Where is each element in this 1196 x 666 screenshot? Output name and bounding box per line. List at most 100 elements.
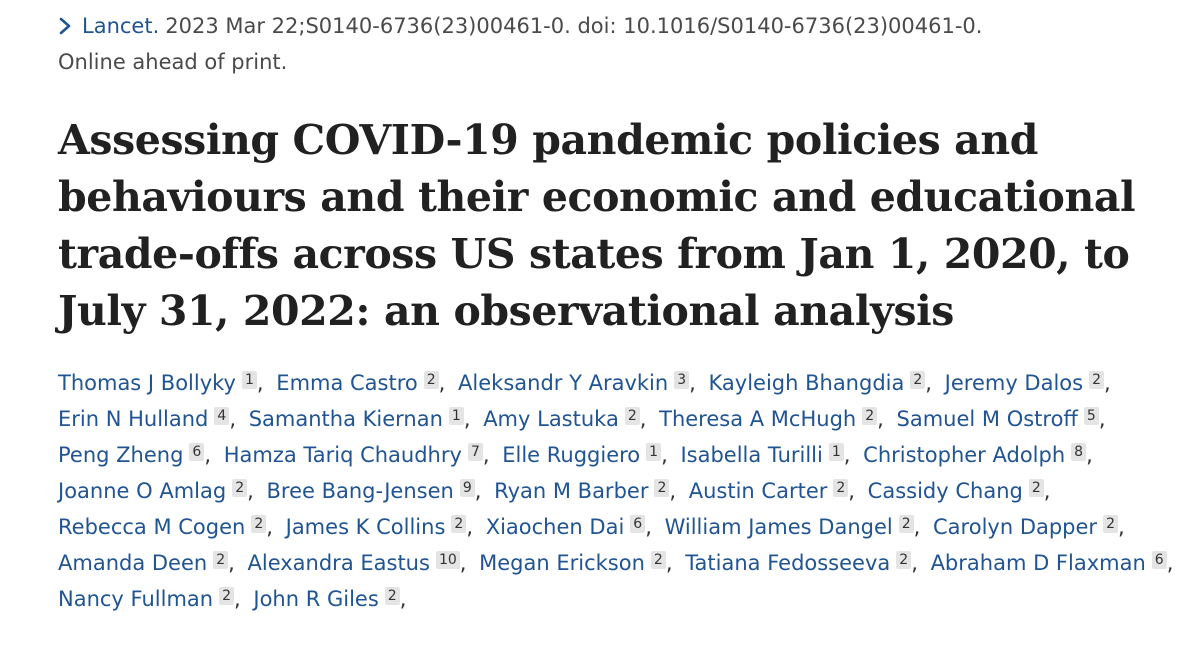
affiliation-badge[interactable]: 6 (630, 515, 646, 533)
affiliation-badge[interactable]: 1 (242, 371, 257, 389)
author-name-link[interactable]: John R Giles (253, 587, 379, 611)
author-item: Ryan M Barber 2, (494, 479, 682, 503)
affiliation-badge[interactable]: 2 (232, 479, 248, 497)
author-item: Carolyn Dapper 2, (933, 515, 1131, 539)
affiliation-badge[interactable]: 3 (674, 371, 690, 389)
affiliation-badge[interactable]: 2 (1103, 515, 1118, 533)
author-separator: , (1043, 479, 1051, 503)
author-name-link[interactable]: Amanda Deen (58, 551, 208, 575)
author-name-link[interactable]: Tatiana Fedosseeva (685, 551, 891, 575)
author-separator: , (463, 407, 471, 431)
author-name-link[interactable]: Rebecca M Cogen (58, 515, 246, 539)
affiliation-badge[interactable]: 5 (1083, 407, 1099, 425)
affiliation-badge[interactable]: 2 (1028, 479, 1044, 497)
author-separator: , (665, 551, 673, 575)
author-separator: , (482, 443, 490, 467)
author-separator: , (645, 515, 652, 539)
author-separator: , (1166, 551, 1174, 575)
publication-status: Online ahead of print. (58, 50, 288, 74)
affiliation-badge[interactable]: 4 (214, 407, 230, 425)
author-item: Kayleigh Bhangdia 2, (709, 371, 938, 395)
author-separator: , (661, 443, 668, 467)
affiliation-badge[interactable]: 10 (435, 551, 460, 569)
author-item: John R Giles 2, (253, 587, 412, 611)
author-name-link[interactable]: Isabella Turilli (680, 443, 823, 467)
affiliation-badge[interactable]: 2 (862, 407, 878, 425)
affiliation-badge[interactable]: 2 (650, 551, 666, 569)
author-separator: , (848, 479, 855, 503)
author-separator: , (1118, 515, 1125, 539)
author-name-link[interactable]: Erin N Hulland (58, 407, 209, 431)
author-name-link[interactable]: Aleksandr Y Aravkin (458, 371, 669, 395)
affiliation-badge[interactable]: 2 (251, 515, 267, 533)
author-separator: , (669, 479, 677, 503)
affiliation-badge[interactable]: 6 (1151, 551, 1167, 569)
author-separator: , (399, 587, 407, 611)
affiliation-badge[interactable]: 2 (896, 551, 912, 569)
affiliation-badge[interactable]: 2 (898, 515, 914, 533)
author-name-link[interactable]: William James Dangel (664, 515, 893, 539)
author-name-link[interactable]: Jeremy Dalos (944, 371, 1084, 395)
citation-details: 2023 Mar 22;S0140-6736(23)00461-0. doi: … (165, 14, 983, 38)
author-name-link[interactable]: Megan Erickson (479, 551, 645, 575)
author-item: Thomas J Bollyky 1, (58, 371, 270, 395)
author-name-link[interactable]: Elle Ruggiero (502, 443, 641, 467)
author-item: Isabella Turilli 1, (680, 443, 856, 467)
author-name-link[interactable]: Amy Lastuka (483, 407, 619, 431)
author-name-link[interactable]: Bree Bang-Jensen (266, 479, 454, 503)
citation-line: Lancet. 2023 Mar 22;S0140-6736(23)00461-0… (58, 8, 1178, 80)
author-name-link[interactable]: Nancy Fullman (58, 587, 214, 611)
affiliation-badge[interactable]: 1 (646, 443, 662, 461)
author-name-link[interactable]: Cassidy Chang (867, 479, 1023, 503)
author-name-link[interactable]: Abraham D Flaxman (930, 551, 1146, 575)
affiliation-badge[interactable]: 8 (1071, 443, 1087, 461)
author-separator: , (247, 479, 254, 503)
affiliation-badge[interactable]: 9 (459, 479, 475, 497)
affiliation-badge[interactable]: 6 (189, 443, 205, 461)
author-name-link[interactable]: Austin Carter (688, 479, 828, 503)
journal-link[interactable]: Lancet. (82, 14, 160, 38)
author-item: Samantha Kiernan 1, (249, 407, 477, 431)
affiliation-badge[interactable]: 2 (1089, 371, 1105, 389)
author-item: Amanda Deen 2, (58, 551, 241, 575)
affiliation-badge[interactable]: 7 (467, 443, 483, 461)
author-item: Cassidy Chang 2, (868, 479, 1057, 503)
author-name-link[interactable]: Kayleigh Bhangdia (708, 371, 905, 395)
affiliation-badge[interactable]: 2 (213, 551, 229, 569)
author-name-link[interactable]: Joanne O Amlag (58, 479, 227, 503)
author-name-link[interactable]: Samantha Kiernan (248, 407, 443, 431)
affiliation-badge[interactable]: 1 (828, 443, 844, 461)
author-name-link[interactable]: James K Collins (285, 515, 446, 539)
author-item: Bree Bang-Jensen 9, (266, 479, 487, 503)
author-name-link[interactable]: Xiaochen Dai (485, 515, 625, 539)
author-item: Xiaochen Dai 6, (486, 515, 658, 539)
author-item: Samuel M Ostroff 5, (897, 407, 1112, 431)
affiliation-badge[interactable]: 2 (451, 515, 467, 533)
author-item: Megan Erickson 2, (479, 551, 678, 575)
affiliation-badge[interactable]: 2 (624, 407, 640, 425)
author-item: Abraham D Flaxman 6, (931, 551, 1180, 575)
author-item: Nancy Fullman 2, (58, 587, 247, 611)
chevron-right-icon[interactable] (58, 8, 76, 44)
author-name-link[interactable]: Alexandra Eastus (247, 551, 430, 575)
author-name-link[interactable]: Christopher Adolph (863, 443, 1066, 467)
affiliation-badge[interactable]: 2 (219, 587, 235, 605)
affiliation-badge[interactable]: 2 (654, 479, 670, 497)
author-name-link[interactable]: Thomas J Bollyky (58, 371, 236, 395)
author-name-link[interactable]: Hamza Tariq Chaudhry (223, 443, 462, 467)
affiliation-badge[interactable]: 1 (448, 407, 464, 425)
author-name-link[interactable]: Carolyn Dapper (933, 515, 1098, 539)
author-name-link[interactable]: Emma Castro (276, 371, 418, 395)
authors-list: Thomas J Bollyky 1, Emma Castro 2, Aleksan… (58, 365, 1188, 617)
author-name-link[interactable]: Samuel M Ostroff (896, 407, 1078, 431)
affiliation-badge[interactable]: 2 (833, 479, 849, 497)
author-item: Alexandra Eastus 10, (248, 551, 473, 575)
affiliation-badge[interactable]: 2 (910, 371, 926, 389)
affiliation-badge[interactable]: 2 (384, 587, 400, 605)
author-separator: , (843, 443, 851, 467)
author-item: William James Dangel 2, (665, 515, 927, 539)
author-name-link[interactable]: Peng Zheng (58, 443, 184, 467)
affiliation-badge[interactable]: 2 (423, 371, 439, 389)
author-name-link[interactable]: Theresa A McHugh (659, 407, 857, 431)
author-name-link[interactable]: Ryan M Barber (494, 479, 649, 503)
